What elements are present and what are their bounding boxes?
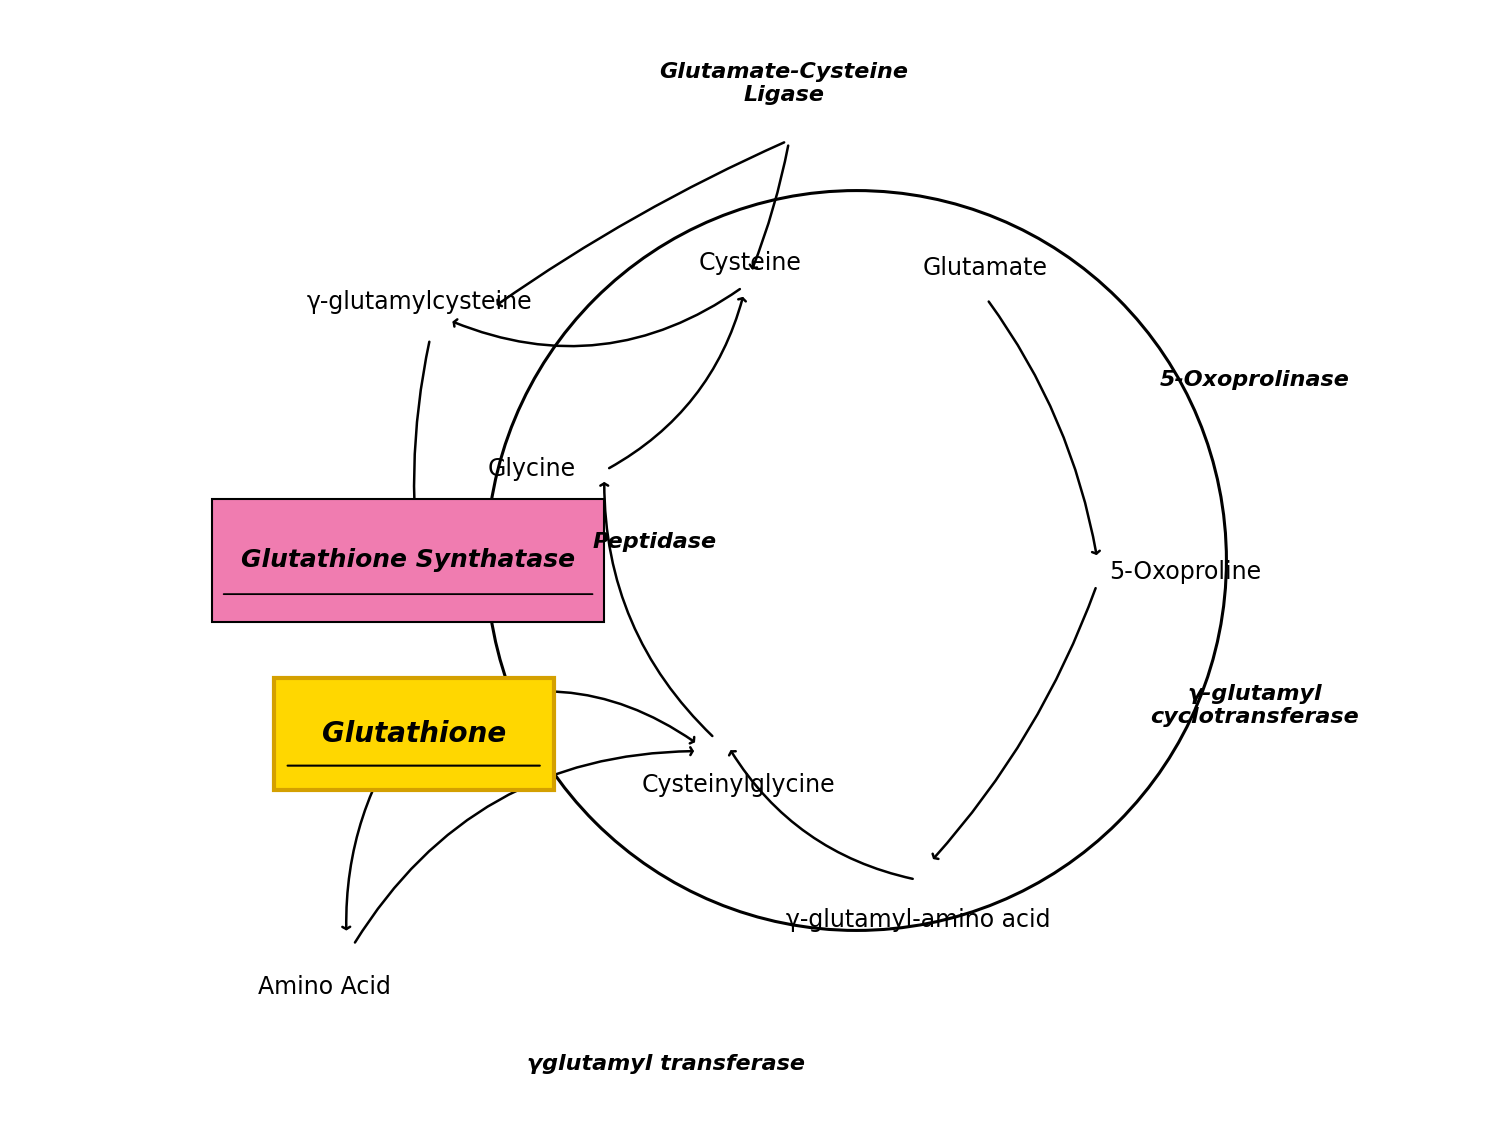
Text: Peptidase: Peptidase (592, 532, 717, 553)
Text: 5-Oxoprolinase: 5-Oxoprolinase (1160, 370, 1350, 390)
Text: 5-Oxoproline: 5-Oxoproline (1108, 559, 1262, 584)
Text: γ-glutamylcysteine: γ-glutamylcysteine (306, 290, 532, 314)
Text: Glutathione Synthatase: Glutathione Synthatase (242, 548, 574, 573)
FancyBboxPatch shape (273, 678, 554, 790)
Text: γglutamyl transferase: γglutamyl transferase (526, 1054, 806, 1074)
Text: γ-glutamyl
cyclotransferase: γ-glutamyl cyclotransferase (1150, 684, 1359, 728)
Text: Amino Acid: Amino Acid (258, 975, 390, 999)
Text: Glutamate: Glutamate (922, 257, 1048, 280)
FancyBboxPatch shape (211, 499, 604, 622)
Text: γ-glutamyl-amino acid: γ-glutamyl-amino acid (786, 908, 1050, 932)
Text: Cysteine: Cysteine (699, 251, 801, 275)
Text: Glutamate-Cysteine
Ligase: Glutamate-Cysteine Ligase (658, 62, 908, 105)
Text: Glutathione: Glutathione (321, 721, 506, 748)
Text: Glycine: Glycine (488, 456, 576, 481)
Text: Cysteinylglycine: Cysteinylglycine (642, 773, 836, 797)
